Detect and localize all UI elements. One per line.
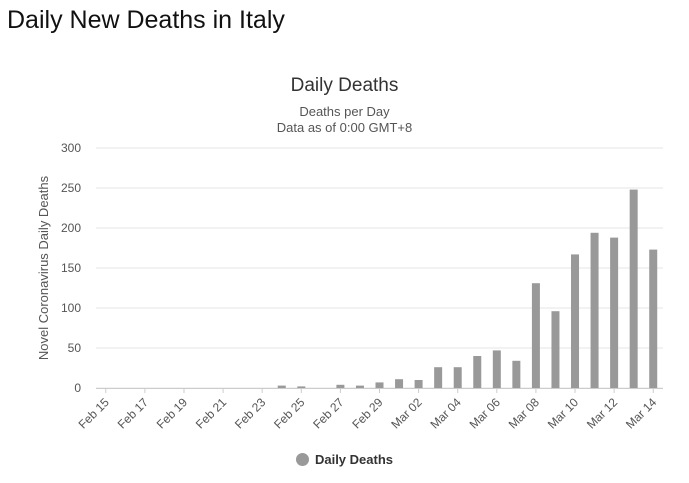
x-tick-label: Feb 27 [310, 395, 347, 432]
bar[interactable] [414, 380, 423, 388]
x-tick-label: Mar 14 [623, 395, 660, 432]
bar[interactable] [277, 385, 286, 388]
x-tick-label: Mar 08 [506, 395, 543, 432]
x-tick-label: Mar 12 [584, 395, 621, 432]
y-tick-label: 150 [61, 261, 81, 275]
bar[interactable] [355, 385, 364, 388]
y-tick-label: 100 [61, 301, 81, 315]
bar[interactable] [434, 367, 443, 388]
x-tick-label: Mar 02 [388, 395, 425, 432]
chart-title: Daily Deaths [290, 75, 399, 96]
bar[interactable] [453, 367, 462, 388]
y-axis-title: Novel Coronavirus Daily Deaths [36, 175, 51, 360]
bar[interactable] [590, 232, 599, 388]
bar[interactable] [531, 283, 540, 388]
x-tick-label: Feb 23 [232, 395, 269, 432]
page-heading: Daily New Deaths in Italy [7, 6, 285, 34]
x-tick-label: Feb 19 [154, 395, 191, 432]
legend-marker-icon [295, 453, 309, 466]
bar[interactable] [473, 356, 482, 388]
bar[interactable] [492, 350, 501, 388]
bar[interactable] [297, 386, 306, 388]
y-tick-label: 50 [68, 341, 82, 355]
chart-subtitle-line1: Deaths per Day [299, 104, 390, 119]
y-tick-label: 300 [61, 141, 81, 155]
x-tick-label: Mar 04 [428, 395, 465, 432]
x-tick-label: Mar 10 [545, 395, 582, 432]
x-tick-label: Feb 29 [349, 395, 386, 432]
y-tick-label: 250 [61, 181, 81, 195]
x-tick-label: Feb 17 [115, 395, 152, 432]
legend-label: Daily Deaths [314, 452, 394, 467]
x-tick-label: Mar 06 [467, 395, 504, 432]
bar[interactable] [610, 237, 619, 388]
bar[interactable] [336, 384, 345, 388]
y-tick-label: 0 [74, 381, 81, 395]
x-tick-label: Feb 21 [193, 395, 230, 432]
bar[interactable] [375, 382, 384, 388]
bar[interactable] [395, 379, 404, 388]
bar[interactable] [629, 189, 638, 388]
legend[interactable]: Daily Deaths [0, 452, 689, 467]
bar[interactable] [649, 249, 658, 388]
bar[interactable] [551, 311, 560, 388]
chart-subtitle-line2: Data as of 0:00 GMT+8 [276, 120, 413, 135]
x-tick-label: Feb 15 [76, 395, 113, 432]
x-tick-label: Feb 25 [271, 395, 308, 432]
bar[interactable] [512, 360, 521, 388]
y-tick-label: 200 [61, 221, 81, 235]
bar[interactable] [571, 254, 580, 388]
